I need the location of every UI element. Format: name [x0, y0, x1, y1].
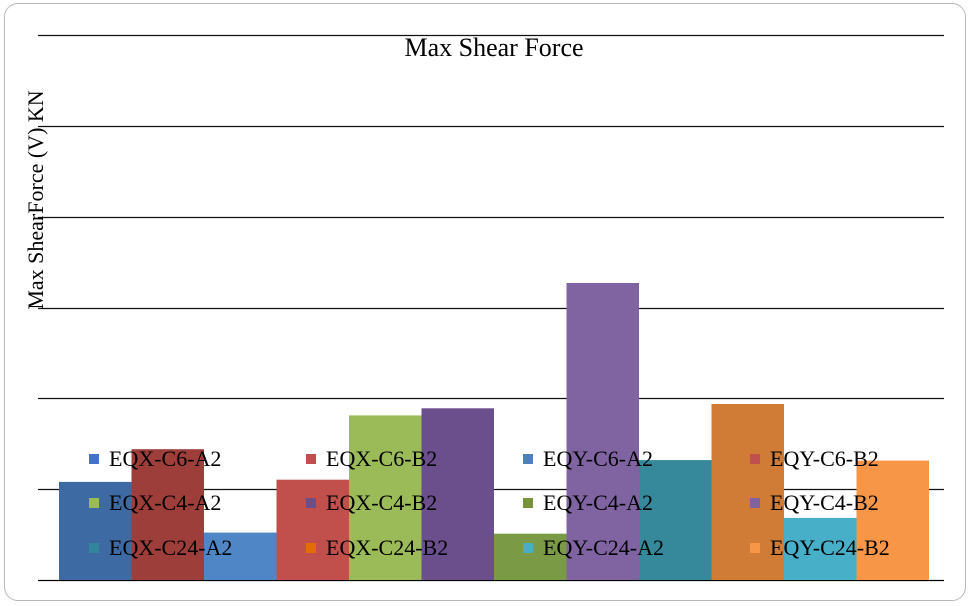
legend-label: EQX-C4-B2 — [326, 490, 437, 515]
legend-swatch — [750, 498, 760, 508]
bar-eqx-c4-a2 — [349, 415, 422, 580]
bar-eqx-c24-a2 — [639, 460, 712, 580]
legend-label: EQY-C4-A2 — [543, 490, 653, 515]
bar-eqx-c6-b2 — [131, 449, 204, 580]
legend-swatch — [750, 543, 760, 553]
legend-swatch — [523, 454, 533, 464]
legend-label: EQX-C24-B2 — [326, 535, 448, 560]
bar-eqy-c4-b2 — [566, 283, 639, 580]
legend-label: EQX-C6-A2 — [109, 446, 221, 471]
legend-swatch — [89, 498, 99, 508]
legend-swatch — [523, 543, 533, 553]
bar-eqy-c6-a2 — [204, 532, 277, 580]
bar-eqy-c6-b2 — [276, 479, 349, 580]
bar-eqx-c4-b2 — [421, 408, 494, 580]
bar-eqy-c24-b2 — [856, 460, 929, 580]
legend-label: EQY-C24-A2 — [543, 535, 664, 560]
legend-swatch — [306, 543, 316, 553]
legend-swatch — [89, 454, 99, 464]
legend-swatch — [750, 454, 760, 464]
legend-label: EQX-C4-A2 — [109, 490, 221, 515]
legend-swatch — [306, 498, 316, 508]
legend-swatch — [523, 498, 533, 508]
chart-title: Max Shear Force — [404, 33, 583, 62]
y-axis-label: Max ShearForce (V) KN — [23, 90, 48, 309]
bar-eqx-c24-b2 — [711, 404, 784, 580]
legend-label: EQX-C6-B2 — [326, 446, 437, 471]
legend-swatch — [89, 543, 99, 553]
legend-label: EQY-C24-B2 — [770, 535, 890, 560]
legend-label: EQY-C4-B2 — [770, 490, 879, 515]
legend-label: EQX-C24-A2 — [109, 535, 232, 560]
bar-eqy-c4-a2 — [494, 533, 567, 580]
legend-swatch — [306, 454, 316, 464]
bar-eqy-c24-a2 — [784, 517, 857, 580]
legend: EQX-C6-A2 EQX-C6-B2 EQY-C6-A2 EQY-C6-B2 EQX-… — [89, 446, 890, 560]
legend-label: EQY-C6-B2 — [770, 446, 879, 471]
legend-label: EQY-C6-A2 — [543, 446, 653, 471]
